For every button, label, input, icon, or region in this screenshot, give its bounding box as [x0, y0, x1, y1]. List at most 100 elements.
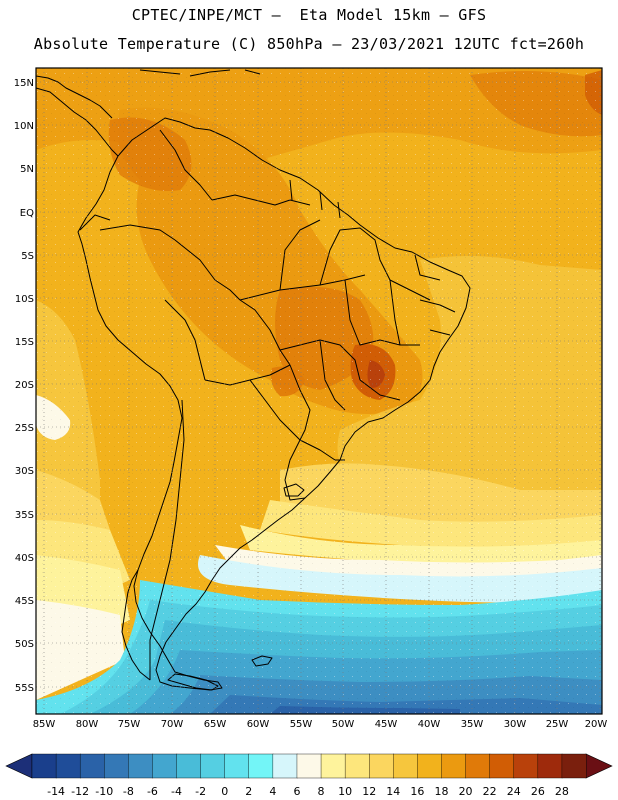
colorbar-cell	[465, 753, 491, 779]
lat-label: 40S	[15, 553, 34, 564]
lon-label: 70W	[161, 719, 184, 730]
colorbar-label: -10	[95, 785, 113, 798]
title-line-1: CPTEC/INPE/MCT — Eta Model 15km — GFS	[131, 6, 487, 24]
colorbar-cell	[513, 753, 539, 779]
border-ecuador	[79, 214, 111, 231]
colorbar-cell	[393, 753, 418, 779]
colorbar-cell	[31, 753, 57, 779]
colorbar-label: 20	[459, 785, 473, 798]
border-colombia-venezuela	[159, 129, 213, 201]
south-america-coastline	[77, 117, 471, 691]
colorbar-label: 14	[386, 785, 400, 798]
colorbar-label: 28	[555, 785, 569, 798]
lat-label: 50S	[15, 639, 34, 650]
colorbar-cell	[369, 753, 394, 779]
chile-fjords	[121, 569, 151, 681]
brazil-states-3	[279, 339, 401, 401]
colorbar-cells	[31, 753, 587, 779]
lon-label: 50W	[332, 719, 355, 730]
title-line-2: Absolute Temperature (C) 850hPa — 23/03/…	[33, 35, 585, 53]
lon-label: 35W	[461, 719, 484, 730]
tierra-del-fuego	[167, 673, 219, 691]
map-frame	[35, 67, 603, 715]
colorbar-label: -14	[47, 785, 65, 798]
central-america-coast	[36, 87, 119, 157]
lat-label: 10N	[14, 121, 34, 132]
colorbar-label: 26	[531, 785, 545, 798]
colorbar-label: 18	[434, 785, 448, 798]
colorbar-cell	[344, 753, 370, 779]
lat-label: 10S	[15, 294, 34, 305]
falklands	[251, 655, 273, 667]
colorbar-cell	[489, 753, 515, 779]
colorbar-label: -8	[123, 785, 134, 798]
lon-label: 20W	[585, 719, 608, 730]
colorbar-cell	[441, 753, 467, 779]
lat-label: 55S	[15, 683, 34, 694]
colorbar-cell	[320, 753, 346, 779]
colorbar-cell	[128, 753, 154, 779]
colorbar-label: -2	[195, 785, 206, 798]
temperature-field	[36, 68, 602, 714]
border-guianas	[289, 179, 341, 219]
lat-label: 20S	[15, 380, 34, 391]
colorbar-cell	[296, 753, 322, 779]
colorbar-cell	[417, 753, 443, 779]
longitude-axis: 85W 80W 75W 70W 65W 60W 55W 50W 45W 40W …	[33, 719, 608, 730]
brazil-states-4	[319, 279, 401, 411]
colorbar-left-arrow	[5, 753, 33, 779]
colorbar-label: 22	[483, 785, 497, 798]
colorbar-cell	[200, 753, 226, 779]
colorbar-label: -4	[171, 785, 182, 798]
colorbar-label: -12	[71, 785, 89, 798]
border-brazil-uruguay	[299, 439, 345, 461]
colorbar-cell	[224, 753, 250, 779]
lat-label: 35S	[15, 510, 34, 521]
colorbar-cell	[152, 753, 178, 779]
field-texture	[36, 68, 602, 714]
colorbar-label: 4	[269, 785, 276, 798]
colorbar-right-arrow	[585, 753, 613, 779]
lon-label: 40W	[418, 719, 441, 730]
colorbar-cell	[561, 753, 587, 779]
lat-label: 45S	[15, 596, 34, 607]
lat-label: 30S	[15, 466, 34, 477]
colorbar-label: -6	[147, 785, 158, 798]
lon-label: 75W	[118, 719, 141, 730]
colorbar-label: 0	[221, 785, 228, 798]
colorbar-label: 6	[293, 785, 300, 798]
lon-label: 80W	[76, 719, 99, 730]
colorbar-cell	[272, 753, 298, 779]
lat-label: 25S	[15, 423, 34, 434]
lat-label: 15N	[14, 78, 34, 89]
latitude-axis: 15N 10N 5N EQ 5S 10S 15S 20S 25S 30S 35S…	[14, 78, 34, 694]
lat-label: 15S	[15, 337, 34, 348]
border-peru-bolivia	[164, 299, 206, 381]
colorbar-label: 2	[245, 785, 252, 798]
colorbar-cell	[55, 753, 81, 779]
lon-label: 45W	[375, 719, 398, 730]
border-venezuela-brazil	[211, 194, 311, 206]
lon-label: 60W	[247, 719, 270, 730]
brazil-states-5	[414, 254, 456, 336]
border-argentina-paraguay	[249, 379, 301, 441]
colorbar-cell	[104, 753, 129, 779]
colorbar-cell	[79, 753, 105, 779]
border-chile-argentina	[149, 399, 185, 680]
caribbean-islands	[139, 69, 261, 77]
lon-label: 85W	[33, 719, 56, 730]
colorbar-label: 8	[318, 785, 325, 798]
colorbar-label: 12	[362, 785, 376, 798]
lat-label: 5N	[20, 164, 34, 175]
central-america-coast-north	[36, 75, 113, 119]
lon-label: 30W	[504, 719, 527, 730]
colorbar-label: 10	[338, 785, 352, 798]
coastlines-borders	[36, 69, 471, 691]
border-argentina-uruguay	[284, 439, 306, 501]
border-brazil-paraguay	[289, 364, 311, 441]
lat-label: EQ	[20, 208, 34, 219]
colorbar-cell	[537, 753, 563, 779]
border-bolivia-brazil	[239, 299, 291, 366]
lon-label: 25W	[546, 719, 569, 730]
